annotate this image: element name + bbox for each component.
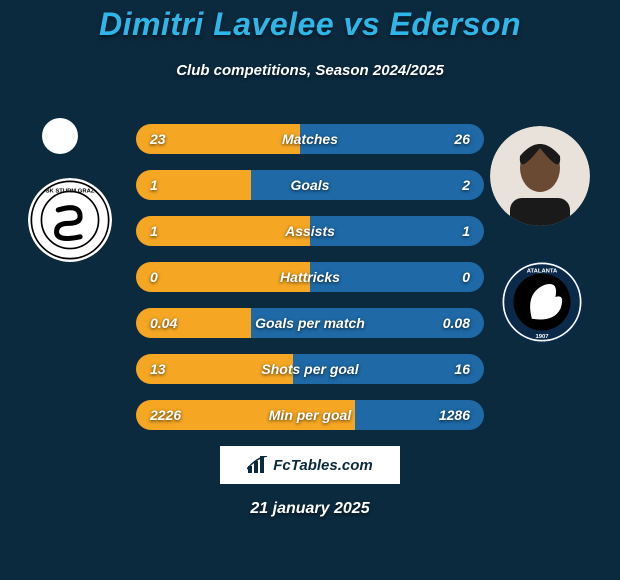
stat-label: Min per goal [136,407,484,423]
stat-value-right: 1286 [439,407,470,423]
subtitle: Club competitions, Season 2024/2025 [0,62,620,79]
right-player-avatar [490,126,590,226]
stat-value-left: 23 [150,131,166,147]
stat-value-left: 13 [150,361,166,377]
stat-value-right: 16 [454,361,470,377]
svg-text:SK STURM GRAZ: SK STURM GRAZ [46,188,95,194]
stat-row: 2226Min per goal1286 [136,400,484,430]
stat-value-left: 0 [150,269,158,285]
brand-logo: FcTables.com [220,446,400,484]
comparison-infographic: Dimitri Lavelee vs Ederson Club competit… [0,0,620,580]
right-club-crest: ATALANTA 1907 [500,260,584,344]
stat-label: Assists [136,223,484,239]
svg-text:1907: 1907 [535,334,548,340]
stat-row: 13Shots per goal16 [136,354,484,384]
date-label: 21 january 2025 [0,500,620,518]
stat-row: 0Hattricks0 [136,262,484,292]
stat-row: 0.04Goals per match0.08 [136,308,484,338]
brand-text: FcTables.com [273,457,372,474]
stat-label: Matches [136,131,484,147]
stat-label: Goals per match [136,315,484,331]
page-title: Dimitri Lavelee vs Ederson [0,6,620,43]
stat-value-right: 0.08 [443,315,470,331]
stat-value-right: 2 [462,177,470,193]
stat-value-left: 1 [150,177,158,193]
stat-label: Goals [136,177,484,193]
stat-row: 23Matches26 [136,124,484,154]
left-player-avatar [8,118,112,154]
stat-value-right: 1 [462,223,470,239]
stat-value-left: 2226 [150,407,181,423]
stat-label: Hattricks [136,269,484,285]
stats-bars: 23Matches261Goals21Assists10Hattricks00.… [136,124,484,446]
stat-value-right: 26 [454,131,470,147]
bars-icon [247,456,269,474]
stat-row: 1Goals2 [136,170,484,200]
stat-label: Shots per goal [136,361,484,377]
stat-value-left: 0.04 [150,315,177,331]
stat-value-left: 1 [150,223,158,239]
stat-value-right: 0 [462,269,470,285]
stat-row: 1Assists1 [136,216,484,246]
svg-text:ATALANTA: ATALANTA [527,269,558,275]
left-club-crest: SK STURM GRAZ [28,178,112,262]
